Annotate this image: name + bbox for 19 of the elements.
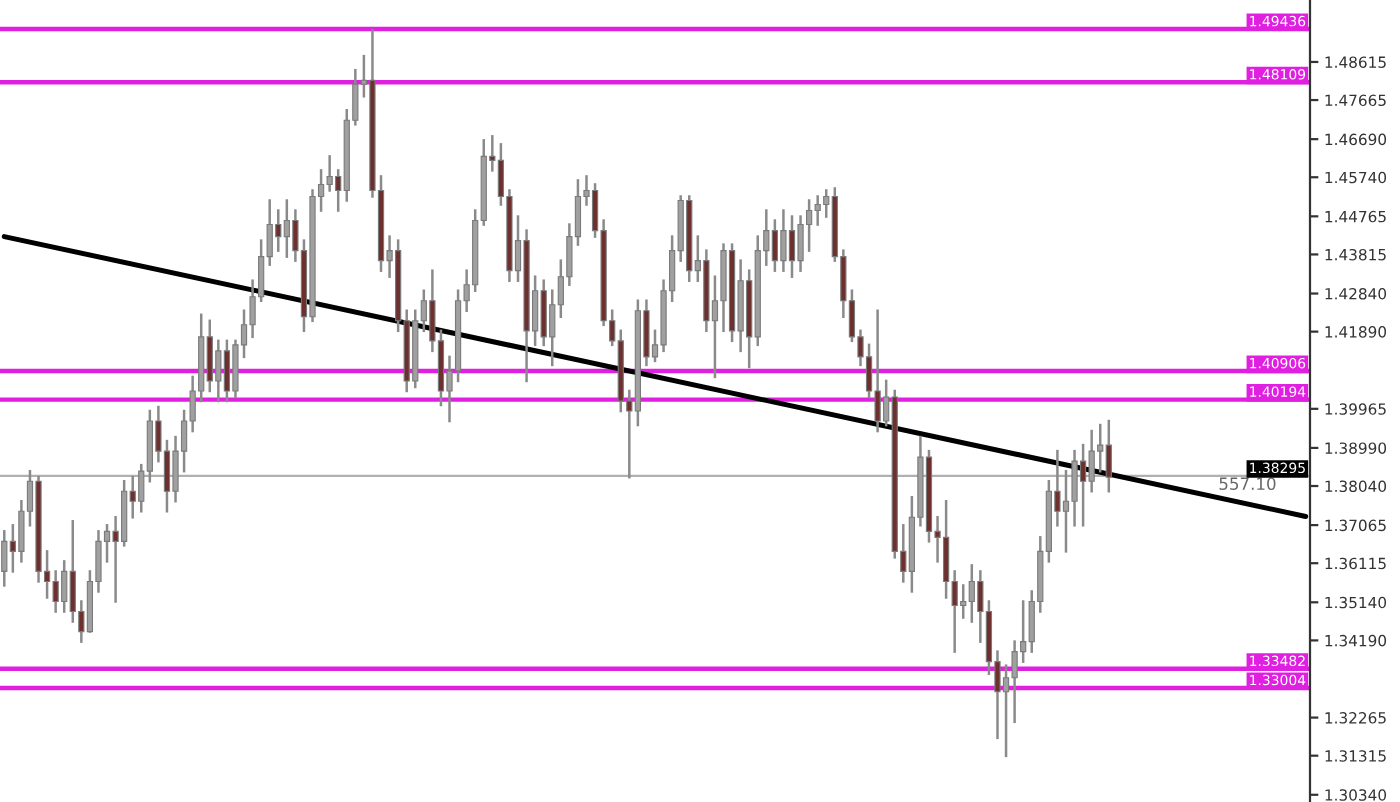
candlestick: [1011, 640, 1018, 724]
annotation: 557.10: [1219, 477, 1276, 490]
candlestick: [1071, 449, 1078, 527]
candlestick: [788, 215, 796, 278]
candlestick: [874, 309, 881, 433]
candlestick: [326, 155, 333, 192]
candlestick: [1105, 419, 1112, 493]
candlestick: [540, 279, 547, 347]
candlestick: [215, 339, 222, 403]
candlestick: [1088, 429, 1095, 493]
candlestick: [52, 570, 59, 613]
candlestick: [1079, 443, 1087, 527]
candlestick: [814, 195, 821, 226]
candlestick: [797, 215, 804, 272]
candlestick: [942, 500, 950, 599]
candlestick: [1062, 469, 1070, 553]
candlestick: [780, 209, 787, 272]
candlestick: [223, 339, 231, 403]
candlestick: [1, 530, 8, 587]
